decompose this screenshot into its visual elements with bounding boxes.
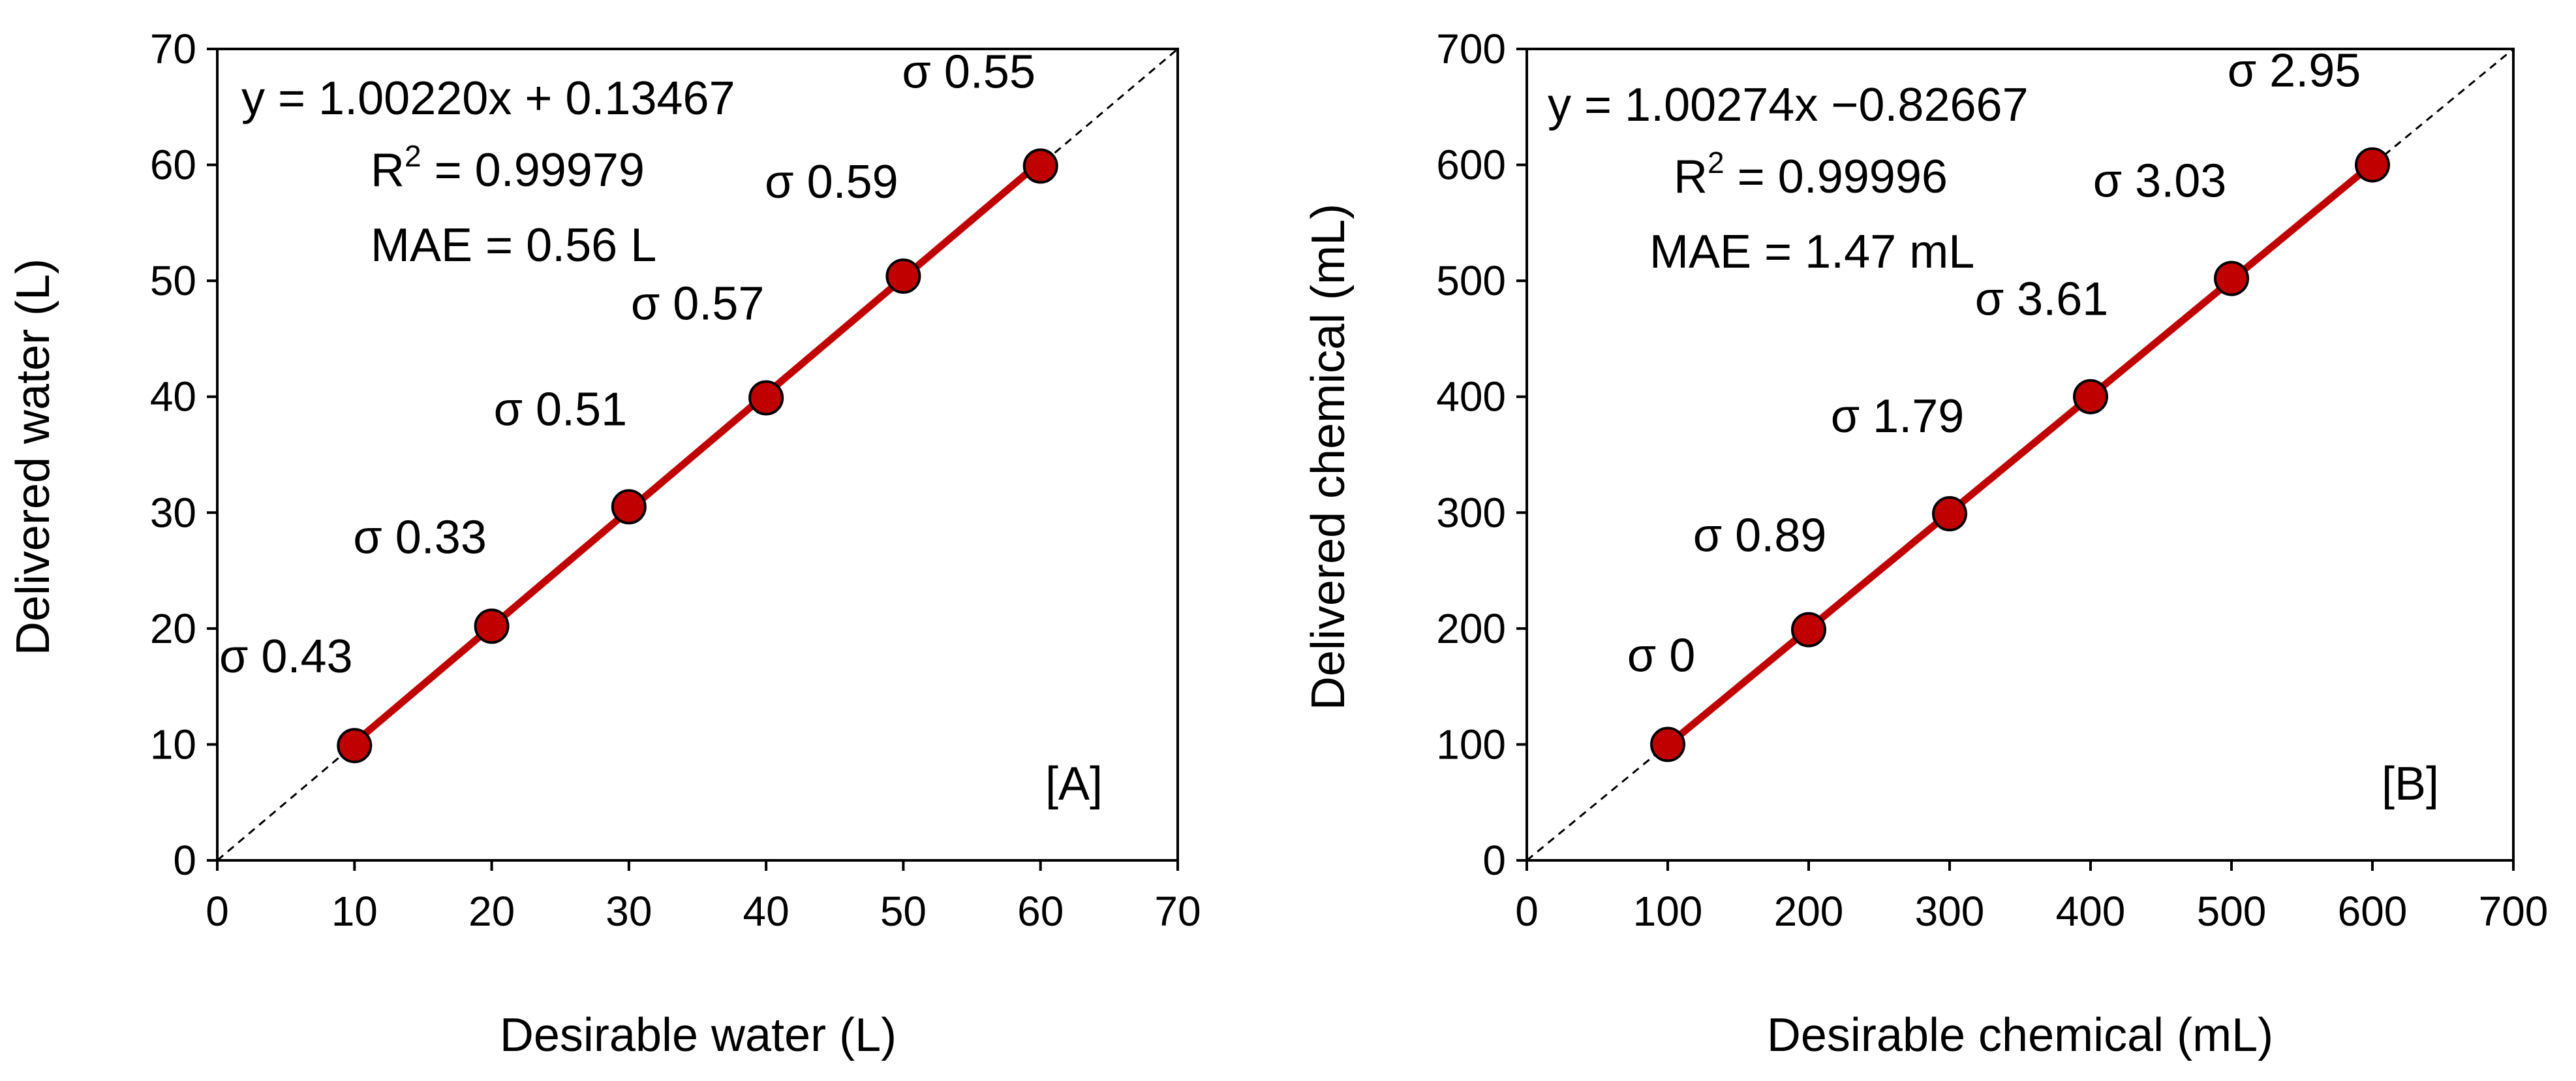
y-tick-label: 400 [1436,373,1506,420]
y-tick-label: 0 [173,837,196,884]
fit-line [1665,161,2375,748]
y-tick-label: 300 [1436,489,1506,536]
sigma-label: σ 0.33 [353,511,487,563]
x-axis-label: Desirable chemical (mL) [1767,1009,2273,1061]
data-point [1022,148,1058,184]
data-point [1791,612,1826,648]
fit-equation: y = 1.00220x + 0.13467 [241,72,735,125]
data-point [337,728,373,764]
fit-line [352,159,1043,745]
data-point [474,608,510,644]
x-tick-label: 0 [1515,888,1539,935]
panel-label: [B] [2382,758,2439,810]
r-squared: R2 = 0.99996 [1674,146,1948,203]
x-tick-label: 40 [743,888,790,935]
sigma-label: σ 1.79 [1831,390,1965,443]
y-tick-label: 10 [150,721,196,768]
panel-label: [A] [1045,758,1103,810]
sigma-label: σ 2.95 [2228,45,2361,97]
y-tick-label: 20 [150,605,196,652]
data-point [748,380,784,416]
x-axis-label: Desirable water (L) [500,1009,897,1061]
data-point [1932,496,1967,532]
x-tick-label: 10 [331,888,378,935]
x-tick-label: 500 [2197,888,2267,935]
x-tick-label: 200 [1774,888,1844,935]
data-point [2073,379,2108,415]
y-tick-label: 70 [150,25,196,72]
y-tick-label: 100 [1436,721,1506,768]
x-tick-label: 50 [880,888,927,935]
chart-panel-b: 0 100 200 300 400 500 600 700 0 100 200 300 400 500 60… [1302,25,2548,1061]
y-tick-label: 200 [1436,605,1506,652]
x-tick-label: 100 [1633,888,1703,935]
sigma-label: σ 0.43 [219,631,353,683]
sigma-label: σ 0.59 [765,156,898,208]
sigma-label: σ 0.51 [494,383,628,435]
plot-frame [1526,48,2515,862]
fit-equation: y = 1.00274x −0.82667 [1548,79,2029,131]
x-tick-label: 30 [606,888,652,935]
x-tick-label: 20 [468,888,515,935]
x-tick-label: 600 [2338,888,2408,935]
sigma-label: σ 0 [1627,629,1695,682]
mae-label: MAE = 0.56 L [371,219,656,272]
x-tick-label: 300 [1915,888,1985,935]
data-point [2214,260,2249,296]
y-tick-label: 30 [150,489,196,536]
x-tick-label: 70 [1154,888,1201,935]
r-squared: R2 = 0.99979 [371,139,645,196]
plot-frame [216,48,1179,862]
data-point [1650,727,1685,762]
y-tick-label: 600 [1436,142,1506,189]
sigma-label: σ 0.55 [902,46,1035,98]
sigma-label: σ 0.57 [631,277,765,330]
y-tick-label: 60 [150,142,196,189]
mae-label: MAE = 1.47 mL [1649,226,1974,278]
x-tick-label: 700 [2479,888,2549,935]
chart-panel-a: 0 10 20 30 40 50 60 70 0 10 20 30 40 50 60 70 σ 0.43 σ 0.… [7,25,1201,1061]
x-tick-label: 60 [1017,888,1064,935]
x-tick-label: 400 [2056,888,2126,935]
data-point [2355,147,2390,183]
y-tick-label: 50 [150,257,196,304]
y-axis-label: Delivered water (L) [7,258,59,655]
y-tick-label: 40 [150,373,196,420]
y-tick-label: 0 [1482,837,1506,884]
sigma-label: σ 0.89 [1693,510,1827,562]
x-tick-label: 0 [206,888,229,935]
sigma-label: σ 3.61 [1975,274,2109,326]
y-tick-label: 500 [1436,257,1506,304]
y-axis-label: Delivered chemical (mL) [1302,204,1355,710]
y-tick-label: 700 [1436,25,1506,72]
sigma-label: σ 3.03 [2093,155,2227,208]
data-point [885,258,921,294]
data-point [611,489,647,525]
